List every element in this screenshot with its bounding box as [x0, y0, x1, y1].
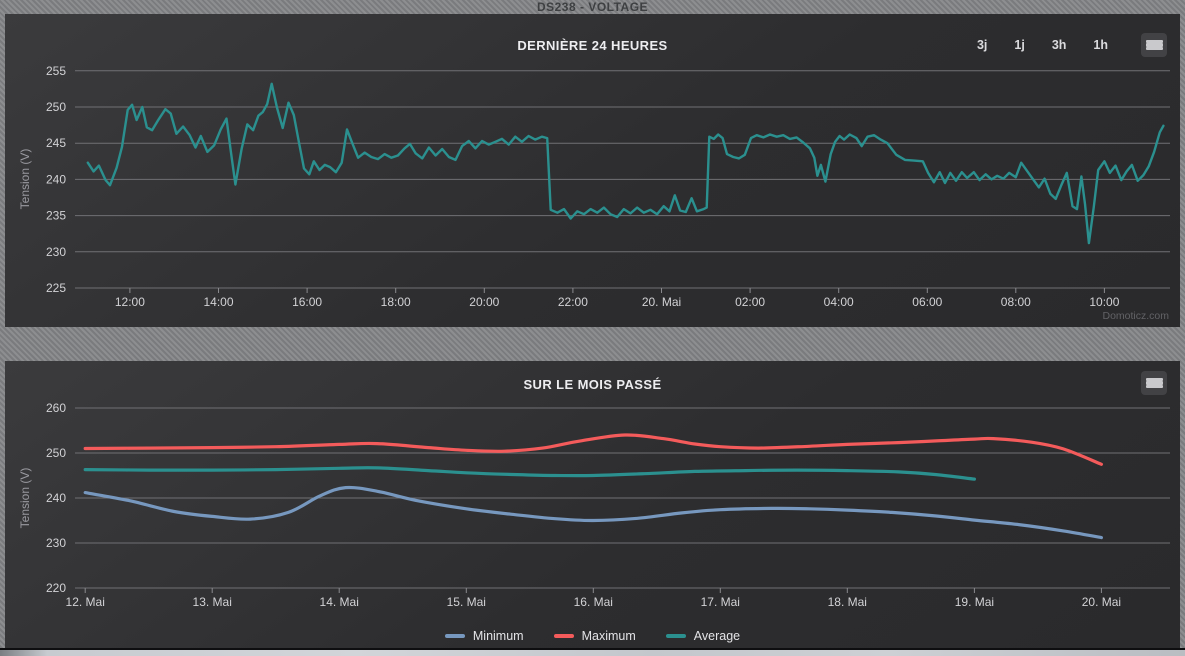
svg-text:18. Mai: 18. Mai [828, 595, 867, 609]
series-line-average [83, 466, 976, 481]
legend-item-minimum[interactable]: Minimum [444, 629, 524, 643]
legend-swatch-maximum [553, 634, 574, 638]
svg-text:13. Mai: 13. Mai [193, 595, 232, 609]
svg-text:14. Mai: 14. Mai [320, 595, 359, 609]
svg-text:02:00: 02:00 [735, 295, 765, 309]
y-axis-title: Tension (V) [18, 149, 32, 210]
series-line-minimum [83, 485, 1103, 540]
range-button-1j[interactable]: 1j [1014, 38, 1025, 52]
svg-text:240: 240 [46, 491, 66, 505]
month-chart-canvas[interactable]: 220 230 240 250 260 12. Mai 13. Mai 14. Mai 15. … [5, 361, 1180, 648]
svg-text:20. Mai: 20. Mai [642, 295, 681, 309]
legend-label: Maximum [581, 629, 636, 643]
legend-label: Average [693, 629, 741, 643]
svg-text:255: 255 [46, 64, 66, 78]
svg-text:22:00: 22:00 [558, 295, 588, 309]
legend-item-maximum[interactable]: Maximum [553, 629, 636, 643]
series-line-tension [86, 82, 1165, 245]
month-chart-title: SUR LE MOIS PASSÉ [523, 377, 662, 392]
legend: Minimum Maximum Average [5, 629, 1180, 643]
svg-text:06:00: 06:00 [912, 295, 942, 309]
y-axis-labels: 220 230 240 250 260 [46, 401, 66, 595]
svg-text:12:00: 12:00 [115, 295, 145, 309]
last24h-chart-panel: DERNIÈRE 24 HEURES 3j 1j 3h 1h 225 230 235 240… [5, 14, 1180, 327]
svg-text:235: 235 [46, 209, 66, 223]
svg-text:20:00: 20:00 [469, 295, 499, 309]
svg-text:16:00: 16:00 [292, 295, 322, 309]
y-gridlines [75, 70, 1170, 289]
svg-text:20. Mai: 20. Mai [1082, 595, 1121, 609]
svg-text:15. Mai: 15. Mai [447, 595, 486, 609]
page-title: DS238 - VOLTAGE [536, 0, 649, 14]
legend-swatch-average [665, 634, 686, 638]
last24h-chart-title: DERNIÈRE 24 HEURES [517, 38, 668, 53]
series-line-maximum [83, 433, 1103, 466]
svg-text:08:00: 08:00 [1001, 295, 1031, 309]
svg-text:220: 220 [46, 581, 66, 595]
svg-text:10:00: 10:00 [1089, 295, 1119, 309]
y-axis-title: Tension (V) [18, 468, 32, 529]
y-gridlines [75, 407, 1170, 589]
context-menu-button-2[interactable] [1141, 371, 1167, 395]
watermark: Domoticz.com [1102, 310, 1169, 322]
svg-text:250: 250 [46, 446, 66, 460]
context-menu-button[interactable] [1141, 33, 1167, 57]
background-photo-strip [0, 648, 1185, 656]
month-chart-panel: SUR LE MOIS PASSÉ 220 230 240 250 260 12. Mai… [5, 361, 1180, 648]
range-buttons: 3j 1j 3h 1h [977, 38, 1108, 52]
legend-item-average[interactable]: Average [665, 629, 741, 643]
svg-text:18:00: 18:00 [381, 295, 411, 309]
legend-label: Minimum [472, 629, 524, 643]
range-button-1h[interactable]: 1h [1093, 38, 1108, 52]
svg-text:12. Mai: 12. Mai [66, 595, 105, 609]
hamburger-icon [1145, 377, 1163, 389]
svg-text:17. Mai: 17. Mai [701, 595, 740, 609]
svg-text:245: 245 [46, 136, 66, 150]
range-button-3j[interactable]: 3j [976, 38, 988, 52]
svg-text:240: 240 [46, 172, 66, 186]
svg-text:19. Mai: 19. Mai [955, 595, 994, 609]
svg-text:260: 260 [46, 401, 66, 415]
svg-text:250: 250 [46, 100, 66, 114]
svg-text:230: 230 [46, 245, 66, 259]
svg-text:225: 225 [46, 281, 66, 295]
range-button-3h[interactable]: 3h [1051, 38, 1067, 52]
last24h-chart-canvas[interactable]: 225 230 235 240 245 250 255 12:00 14:00 16:00 18:0… [5, 14, 1180, 327]
svg-text:16. Mai: 16. Mai [574, 595, 613, 609]
y-axis-labels: 225 230 235 240 245 250 255 [46, 64, 66, 295]
svg-text:14:00: 14:00 [203, 295, 233, 309]
svg-text:230: 230 [46, 536, 66, 550]
x-axis-labels: 12. Mai 13. Mai 14. Mai 15. Mai 16. Mai 17. M… [66, 588, 1121, 609]
top-bar: DS238 - VOLTAGE [0, 0, 1185, 14]
svg-text:04:00: 04:00 [824, 295, 854, 309]
x-axis-labels: 12:00 14:00 16:00 18:00 20:00 22:00 20. Mai 02:… [115, 288, 1120, 309]
legend-swatch-minimum [444, 634, 465, 638]
hamburger-icon [1145, 39, 1163, 51]
